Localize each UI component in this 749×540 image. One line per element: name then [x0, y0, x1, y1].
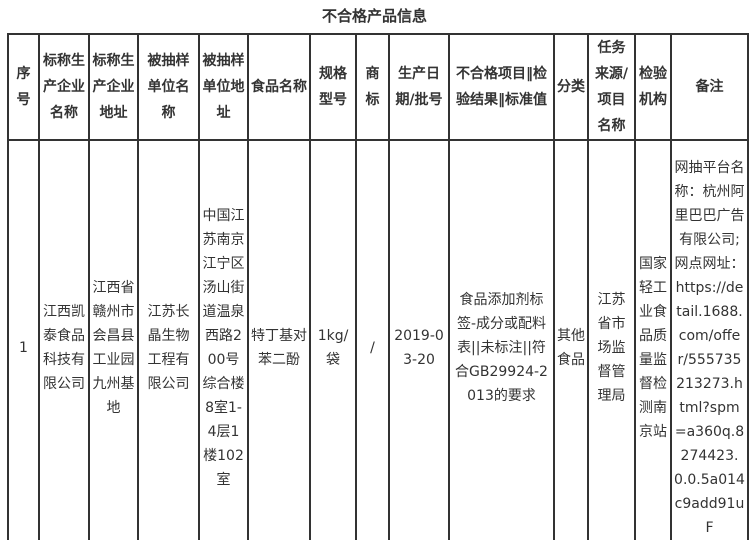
cell-task-source-project: 江苏省市场监督管理局: [587, 139, 636, 540]
table-header-row: 序号 标称生产企业名称 标称生产企业地址 被抽样单位名称 被抽样单位地址 食品名…: [7, 33, 749, 141]
cell-producer-name: 江西凯泰食品科技有限公司: [38, 139, 90, 540]
cell-producer-address: 江西省赣州市会昌县工业园九州基地: [88, 139, 139, 540]
header-production-date-batch: 生产日期/批号: [388, 33, 450, 141]
cell-spec-model: 1kg/袋: [309, 139, 357, 540]
cell-seq: 1: [7, 139, 40, 540]
header-failed-item-result-standard: 不合格项目‖检验结果‖标准值: [448, 33, 555, 141]
page-title: 不合格产品信息: [321, 7, 427, 25]
product-info-table: 序号 标称生产企业名称 标称生产企业地址 被抽样单位名称 被抽样单位地址 食品名…: [7, 33, 749, 540]
header-seq: 序号: [7, 33, 40, 141]
cell-food-name: 特丁基对苯二酚: [247, 139, 311, 540]
cell-inspection-agency: 国家轻工业食品质量监督检测南京站: [634, 139, 672, 540]
header-producer-address: 标称生产企业地址: [88, 33, 139, 141]
header-remark: 备注: [670, 33, 749, 141]
header-inspection-agency: 检验机构: [634, 33, 672, 141]
header-food-name: 食品名称: [247, 33, 311, 141]
cell-failed-item-result-standard: 食品添加剂标签-成分或配料表||未标注||符合GB29924-2013的要求: [448, 139, 555, 540]
header-category: 分类: [553, 33, 589, 141]
header-producer-name: 标称生产企业名称: [38, 33, 90, 141]
header-trademark: 商标: [355, 33, 390, 141]
cell-sampled-unit-address: 中国江苏南京江宁区汤山街道温泉西路200号综合楼8室1-4层1楼102室: [198, 139, 249, 540]
cell-trademark: /: [355, 139, 390, 540]
cell-production-date-batch: 2019-03-20: [388, 139, 450, 540]
cell-remark: 网抽平台名称：杭州阿里巴巴广告有限公司;网点网址：https://detail.…: [670, 139, 749, 540]
cell-category: 其他食品: [553, 139, 589, 540]
header-sampled-unit-address: 被抽样单位地址: [198, 33, 249, 141]
table-row: 1 江西凯泰食品科技有限公司 江西省赣州市会昌县工业园九州基地 江苏长晶生物工程…: [7, 139, 749, 540]
header-spec-model: 规格型号: [309, 33, 357, 141]
header-task-source-project: 任务来源/项目名称: [587, 33, 636, 141]
cell-sampled-unit-name: 江苏长晶生物工程有限公司: [137, 139, 200, 540]
header-sampled-unit-name: 被抽样单位名称: [137, 33, 200, 141]
